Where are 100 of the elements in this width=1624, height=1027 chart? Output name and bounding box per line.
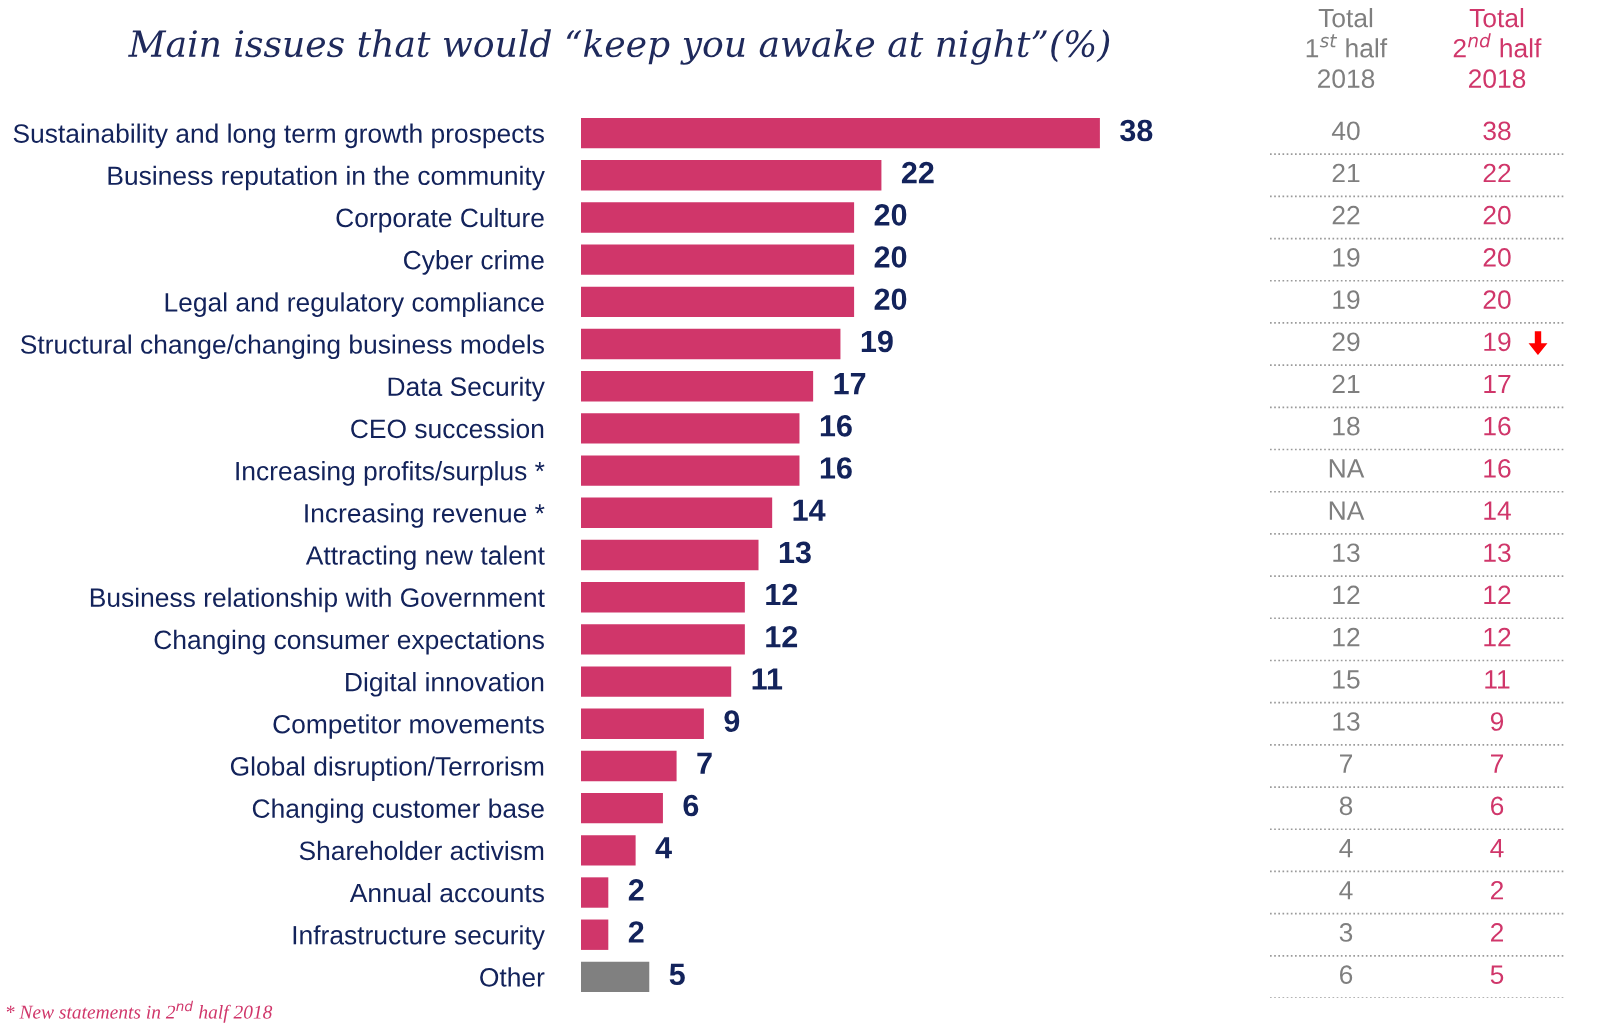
bar <box>581 286 855 318</box>
y-tick-label: Sustainability and long term growth prospects <box>13 123 544 149</box>
bar <box>581 919 609 950</box>
data-label: 16 <box>820 457 852 479</box>
data-label: 38 <box>1120 119 1153 142</box>
y-tick-label: Shareholder activism <box>299 840 544 861</box>
bar <box>581 624 745 655</box>
text: 18 <box>1333 416 1360 436</box>
data-label: 9 <box>724 710 740 732</box>
text: 21 <box>1332 374 1360 394</box>
y-tick-label: Annual accounts <box>349 882 544 903</box>
text: 4 <box>1490 839 1504 858</box>
data-label: 19 <box>861 330 893 353</box>
text: 22 <box>1332 205 1360 225</box>
y-tick-label: Changing customer base <box>252 798 544 824</box>
y-tick-label: Attracting new talent <box>305 545 545 571</box>
text: 22 <box>1483 163 1511 183</box>
text: 19 <box>1484 332 1511 352</box>
text: 12 <box>1333 627 1360 647</box>
data-label: 20 <box>874 288 907 311</box>
text: 20 <box>1483 290 1511 309</box>
text: 6 <box>1340 965 1353 984</box>
bar <box>581 792 663 824</box>
text: 17 <box>1484 374 1511 394</box>
y-tick-label: Cyber crime <box>404 250 544 275</box>
text: 12 <box>1484 585 1511 605</box>
y-tick-label: Corporate Culture <box>336 207 544 233</box>
text: 2 <box>1490 880 1504 900</box>
bar <box>581 877 609 908</box>
bar <box>581 244 855 275</box>
data-label: 4 <box>655 837 672 859</box>
text: Total 1$^{st}$ half 2018 <box>1306 8 1388 89</box>
data-label: 6 <box>683 794 699 817</box>
data-label: 20 <box>874 204 907 226</box>
text: 19 <box>1333 290 1360 309</box>
text: 7 <box>1340 754 1353 773</box>
y-tick-label: Competitor movements <box>273 714 544 739</box>
y-tick-label: Data Security <box>388 376 545 402</box>
data-label: 17 <box>834 373 866 395</box>
text: 40 <box>1331 121 1360 141</box>
data-label: 22 <box>901 161 934 184</box>
text: 38 <box>1483 121 1511 141</box>
text: 4 <box>1339 839 1353 858</box>
bar <box>581 328 841 360</box>
data-label: 12 <box>766 625 798 648</box>
text: 12 <box>1484 627 1511 647</box>
text: 8 <box>1339 796 1353 816</box>
bar <box>581 666 732 697</box>
y-tick-label: Increasing revenue * <box>305 503 545 528</box>
text: * New statements in 2$^{nd}$ half 2018 <box>6 1000 273 1023</box>
y-tick-label: CEO succession <box>351 418 544 439</box>
data-label: 2 <box>628 879 644 901</box>
text: 11 <box>1485 670 1510 689</box>
text: 13 <box>1484 543 1511 563</box>
text: 7 <box>1491 754 1504 773</box>
text: NA <box>1329 459 1365 478</box>
text: 15 <box>1333 670 1360 689</box>
text: 16 <box>1484 416 1511 436</box>
text: 9 <box>1490 712 1504 731</box>
text: 20 <box>1483 248 1511 267</box>
bar <box>581 117 1100 149</box>
text: 13 <box>1333 712 1360 731</box>
text: 14 <box>1484 501 1511 520</box>
y-tick-label: Business relationship with Government <box>90 587 545 613</box>
text: 2 <box>1490 923 1504 942</box>
bar <box>581 835 636 866</box>
y-tick-label: Business reputation in the community <box>108 165 545 191</box>
bar <box>581 371 814 402</box>
y-tick-label: Digital innovation <box>346 672 544 697</box>
text: 5 <box>1490 965 1504 984</box>
data-label: 13 <box>779 541 811 564</box>
data-label: 7 <box>697 752 712 774</box>
text: 16 <box>1484 459 1511 478</box>
y-tick-label: Infrastructure security <box>293 925 545 950</box>
data-label: 2 <box>628 921 644 943</box>
data-label: 5 <box>669 963 685 986</box>
data-label: 16 <box>820 414 852 437</box>
data-label: 20 <box>874 246 907 268</box>
data-label: 14 <box>793 499 826 521</box>
text: NA <box>1329 501 1365 520</box>
data-label: 12 <box>766 583 798 606</box>
bar <box>581 961 650 993</box>
bar <box>581 497 773 528</box>
text: 29 <box>1332 332 1360 352</box>
bar <box>581 750 677 782</box>
text: 3 <box>1339 923 1353 942</box>
text: 19 <box>1333 248 1360 267</box>
text: Total 2$^{nd}$ half 2018 <box>1453 8 1542 89</box>
y-tick-label: Other <box>480 967 545 987</box>
text: 6 <box>1491 796 1504 816</box>
bar <box>581 582 745 613</box>
text: 12 <box>1333 585 1360 605</box>
bar <box>581 413 800 444</box>
bar <box>581 160 882 191</box>
y-tick-label: Global disruption/Terrorism <box>230 756 544 781</box>
text: 4 <box>1339 881 1353 900</box>
bar <box>581 202 855 233</box>
bar <box>581 539 759 571</box>
text: 13 <box>1333 543 1360 563</box>
y-tick-label: Increasing profits/surplus * <box>236 461 545 486</box>
